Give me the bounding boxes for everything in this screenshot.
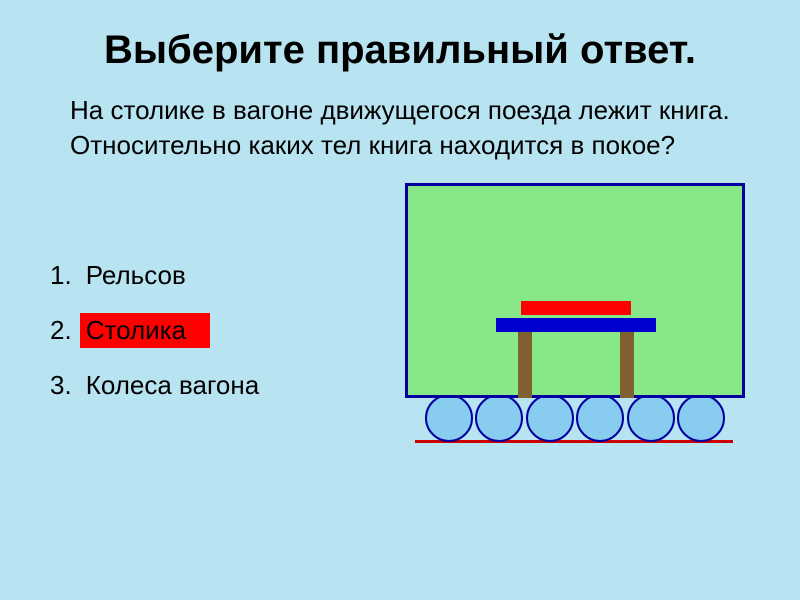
wheel [576, 394, 624, 442]
wheels-row [425, 394, 725, 442]
answer-number: 1. [50, 260, 72, 291]
answer-option-3[interactable]: 3. Колеса вагона [50, 368, 265, 403]
book [521, 301, 631, 315]
answers-list: 1. Рельсов 2. Столика 3. Колеса вагона [50, 258, 265, 423]
answer-text: Рельсов [80, 258, 192, 293]
answer-number: 2. [50, 315, 72, 346]
wheel [677, 394, 725, 442]
table-top [496, 318, 656, 332]
wheel [475, 394, 523, 442]
content-area: 1. Рельсов 2. Столика 3. Колеса вагона [0, 163, 800, 543]
page-title: Выберите правильный ответ. [0, 0, 800, 73]
wheel [526, 394, 574, 442]
wagon-box [405, 183, 745, 398]
answer-option-2[interactable]: 2. Столика [50, 313, 265, 348]
rail [415, 440, 733, 443]
answer-number: 3. [50, 370, 72, 401]
question-text: На столике в вагоне движущегося поезда л… [0, 73, 800, 163]
table-leg-right [620, 332, 634, 398]
train-diagram [405, 183, 745, 443]
answer-text: Колеса вагона [80, 368, 266, 403]
answer-text-highlighted: Столика [80, 313, 210, 348]
wheel [425, 394, 473, 442]
table-leg-left [518, 332, 532, 398]
wheel [627, 394, 675, 442]
answer-option-1[interactable]: 1. Рельсов [50, 258, 265, 293]
